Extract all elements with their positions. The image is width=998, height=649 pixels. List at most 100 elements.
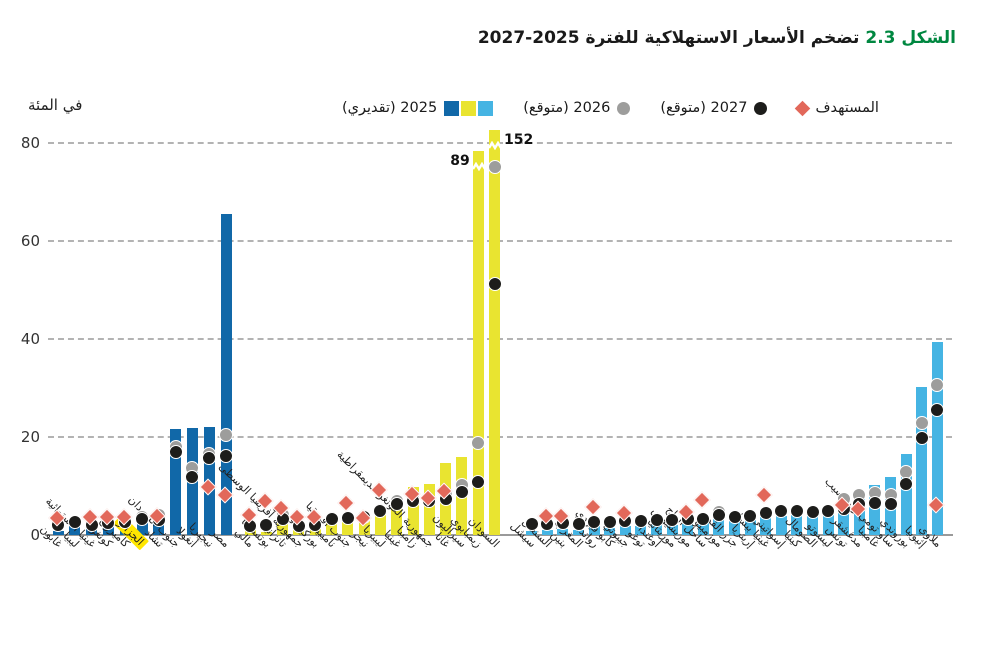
dot-2027: [711, 507, 726, 522]
bar-2025: [69, 526, 81, 535]
dot-2027: [789, 504, 804, 519]
legend-item-2027: 2027 (متوقع): [660, 100, 768, 116]
bar-value-label: 89: [450, 152, 470, 169]
bar-2025: [853, 498, 865, 535]
y-axis-label: في المئة: [28, 96, 83, 114]
bar-2025: [220, 214, 232, 535]
dot-2027: [743, 509, 758, 524]
dot-2027: [373, 503, 388, 518]
y-tick-label: 80: [20, 134, 40, 152]
bar-2025: [588, 526, 600, 535]
chart-title-text: تضخم الأسعار الاستهلاكية للفترة 2025-202…: [477, 28, 860, 48]
bar-2025: [822, 511, 834, 535]
gridline: [48, 436, 952, 438]
bar-2025: [342, 520, 354, 535]
dot-2027: [202, 451, 217, 466]
dot-2027: [665, 513, 680, 528]
target-diamond-icon: [795, 100, 811, 116]
bar-2025: [153, 520, 165, 535]
dot-2027: [454, 484, 469, 499]
dot-2026: [914, 415, 929, 430]
dot-2027: [821, 503, 836, 518]
bar-2025: [541, 530, 553, 535]
y-tick-label: 40: [20, 330, 40, 348]
dot-2027: [135, 511, 149, 526]
dot-2026: [487, 160, 502, 174]
dot-2027: [67, 515, 82, 530]
legend-label-2025: 2025 (تقديري): [342, 100, 438, 116]
dot-2026: [219, 428, 233, 443]
bar-2025: [651, 524, 662, 535]
bar-2025: [170, 429, 182, 535]
bar-2025: [916, 386, 928, 535]
legend-item-target: المستهدف: [795, 100, 879, 116]
gray-dot-icon: [617, 101, 631, 115]
dot-2027: [389, 497, 404, 512]
bar-2025: [52, 530, 64, 535]
bar-2025: [407, 486, 419, 535]
dot-2027: [774, 504, 789, 519]
y-tick-label: 0: [30, 526, 40, 544]
bar-2025: [326, 523, 337, 535]
dot-2027: [696, 511, 711, 526]
dot-2027: [185, 469, 200, 484]
target-diamond: [693, 491, 711, 509]
dot-2027: [899, 477, 914, 492]
lightblue-swatch-icon: [478, 100, 494, 116]
dot-2027: [727, 509, 742, 524]
bar-2025: [635, 525, 647, 535]
dot-2027: [587, 515, 602, 530]
dot-2027: [867, 496, 882, 511]
x-axis-line: [45, 534, 953, 536]
bar-2025: [807, 512, 818, 535]
bar-2025: [260, 532, 272, 535]
figure-number: الشكل 2.3: [865, 28, 956, 48]
bar-2025: [713, 518, 725, 535]
dot-2027: [649, 513, 664, 528]
legend-label-target: المستهدف: [815, 100, 879, 116]
bar-2025: [472, 150, 484, 535]
dot-2027: [524, 517, 539, 532]
dot-2027: [471, 474, 486, 489]
target-diamond: [755, 486, 773, 504]
bar-2025: [557, 529, 569, 535]
target-diamond: [337, 494, 355, 512]
bar-2025: [489, 130, 500, 535]
black-dot-icon: [754, 101, 768, 115]
bar-2025: [604, 527, 616, 535]
bar-2025: [277, 519, 289, 535]
dot-2026: [471, 435, 486, 450]
dot-2027: [883, 497, 898, 512]
bar-2025: [838, 503, 850, 535]
dot-2027: [633, 514, 648, 529]
gridline: [48, 338, 952, 340]
legend-item-2025: 2025 (تقديري): [342, 100, 494, 116]
bar-value-label: 152: [504, 132, 534, 149]
break-mark-icon: [471, 161, 486, 172]
dot-2027: [324, 511, 339, 526]
dot-2027: [914, 430, 929, 445]
dot-2026: [930, 378, 945, 393]
bar-2025: [666, 524, 678, 535]
chart-title: الشكل 2.3 تضخم الأسعار الاستهلاكية للفتر…: [478, 28, 956, 48]
bar-2025: [775, 515, 787, 535]
dot-2027: [805, 505, 820, 520]
bar-2025: [526, 530, 538, 535]
bar-2025: [729, 521, 740, 535]
bar-2025: [900, 454, 912, 535]
break-mark-icon: [487, 140, 503, 151]
bar-2025: [573, 529, 584, 535]
dot-2027: [487, 277, 502, 292]
bar-2025: [697, 522, 709, 535]
legend: 2025 (تقديري) 2026 (متوقع) 2027 (متوقع) …: [342, 100, 879, 116]
yellow-swatch-icon: [461, 100, 477, 116]
dot-2027: [571, 517, 586, 532]
gridline: [48, 240, 952, 242]
y-tick-label: 20: [20, 428, 40, 446]
bar-2025: [682, 523, 694, 535]
gridline: [48, 142, 952, 144]
dot-2027: [602, 514, 617, 529]
bar-2025: [619, 526, 631, 535]
dot-2027: [259, 518, 274, 533]
